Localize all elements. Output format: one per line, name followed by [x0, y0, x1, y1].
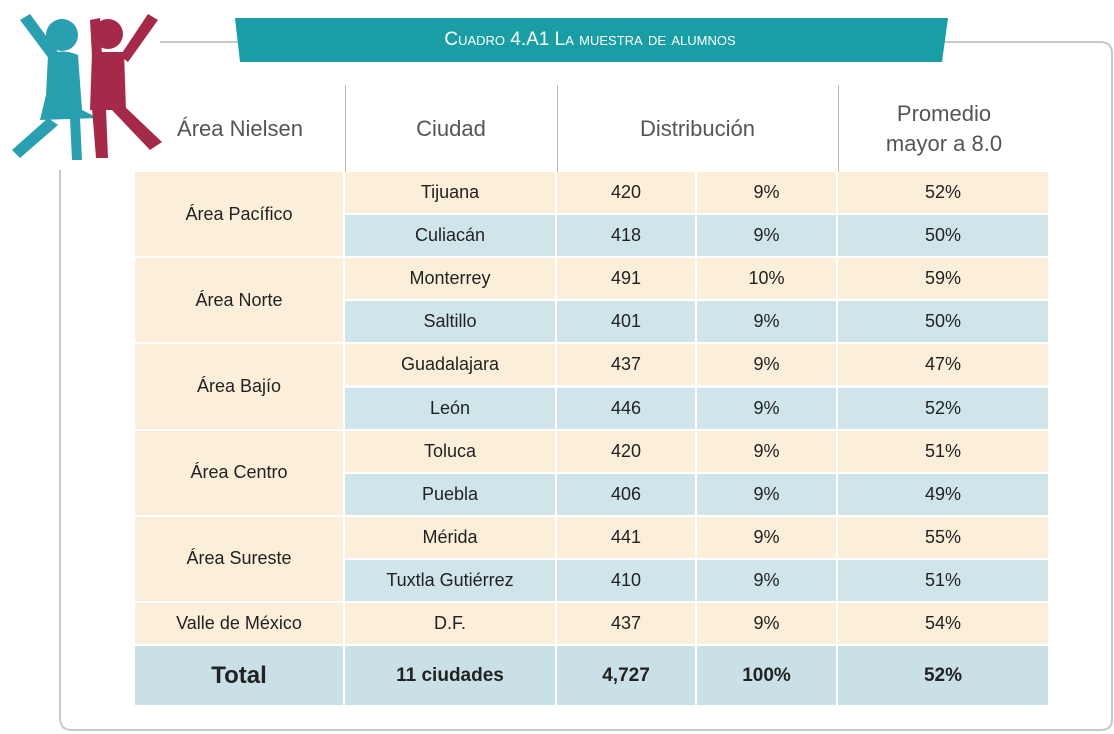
area-cell: Área Pacífico: [135, 172, 345, 259]
header-cell: Área Nielsen: [177, 115, 303, 141]
value-cell: 59%: [838, 258, 1050, 302]
value-cell: 9%: [697, 430, 838, 474]
value-cell: 50%: [838, 301, 1050, 345]
city-cell: Culiacán: [345, 215, 557, 259]
value-cell: 9%: [697, 172, 838, 216]
city-cell: Saltillo: [345, 301, 557, 345]
value-cell: 52%: [838, 387, 1050, 431]
header-cell: Ciudad: [416, 115, 486, 141]
value-cell: 47%: [838, 344, 1050, 388]
total-cell: 100%: [697, 646, 838, 707]
area-cell: Valle de México: [135, 603, 345, 647]
header-divider: [345, 85, 346, 172]
value-cell: 9%: [697, 215, 838, 259]
value-cell: 50%: [838, 215, 1050, 259]
value-cell: 401: [557, 301, 697, 345]
title-banner: [235, 18, 948, 62]
value-cell: 54%: [838, 603, 1050, 647]
kid-maroon: [90, 14, 162, 158]
area-cell: Área Centro: [135, 430, 345, 517]
city-cell: Monterrey: [345, 258, 557, 302]
value-cell: 420: [557, 430, 697, 474]
value-cell: 418: [557, 215, 697, 259]
value-cell: 491: [557, 258, 697, 302]
value-cell: 9%: [697, 516, 838, 560]
value-cell: 49%: [838, 473, 1050, 517]
value-cell: 410: [557, 559, 697, 603]
table-title: Cuadro 4.A1 La muestra de alumnos: [444, 29, 736, 50]
kid-teal: [12, 14, 98, 160]
value-cell: 9%: [697, 387, 838, 431]
value-cell: 9%: [697, 301, 838, 345]
frame: [59, 41, 1113, 731]
city-cell: Mérida: [345, 516, 557, 560]
city-cell: D.F.: [345, 603, 557, 647]
city-cell: Guadalajara: [345, 344, 557, 388]
total-cell: 11 ciudades: [345, 646, 557, 707]
value-cell: 437: [557, 603, 697, 647]
value-cell: 51%: [838, 559, 1050, 603]
header-divider: [557, 85, 558, 172]
value-cell: 446: [557, 387, 697, 431]
value-cell: 10%: [697, 258, 838, 302]
area-cell: Área Bajío: [135, 344, 345, 431]
value-cell: 51%: [838, 430, 1050, 474]
city-cell: Tijuana: [345, 172, 557, 216]
header-divider: [838, 85, 839, 172]
total-cell: 4,727: [557, 646, 697, 707]
value-cell: 406: [557, 473, 697, 517]
value-cell: 9%: [697, 603, 838, 647]
city-cell: León: [345, 387, 557, 431]
value-cell: 9%: [697, 344, 838, 388]
value-cell: 437: [557, 344, 697, 388]
total-cell: Total: [135, 646, 345, 707]
city-cell: Tuxtla Gutiérrez: [345, 559, 557, 603]
value-cell: 52%: [838, 172, 1050, 216]
value-cell: 55%: [838, 516, 1050, 560]
header-cell: Distribución: [640, 115, 755, 141]
header-cell: Promedio mayor a 8.0: [885, 100, 1003, 156]
value-cell: 9%: [697, 559, 838, 603]
city-cell: Puebla: [345, 473, 557, 517]
city-cell: Toluca: [345, 430, 557, 474]
area-cell: Área Sureste: [135, 516, 345, 603]
total-cell: 52%: [838, 646, 1050, 707]
area-cell: Área Norte: [135, 258, 345, 345]
value-cell: 9%: [697, 473, 838, 517]
value-cell: 441: [557, 516, 697, 560]
value-cell: 420: [557, 172, 697, 216]
